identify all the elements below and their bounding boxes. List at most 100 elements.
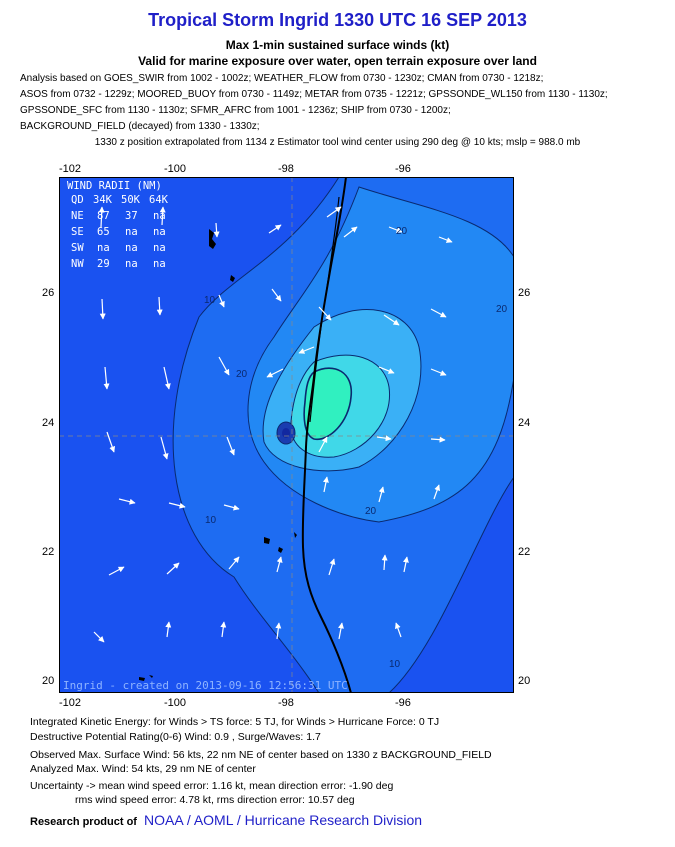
lake-shape <box>294 532 297 538</box>
wind-arrow <box>218 356 230 376</box>
wind-arrow <box>218 294 225 308</box>
lon-label-top: -96 <box>395 163 411 175</box>
wind-radii-col: 64K <box>149 194 169 206</box>
lat-label-left: 22 <box>42 546 55 558</box>
wind-arrow <box>163 366 171 390</box>
wind-arrow <box>430 368 447 376</box>
wind-arrow <box>220 621 227 638</box>
wind-arrow <box>165 621 172 638</box>
contour-label: 10 <box>389 659 401 670</box>
wind-radii-cell: na <box>125 242 138 254</box>
analysis-sources: Analysis based on GOES_SWIR from 1002 - … <box>20 71 670 135</box>
wind-arrow <box>266 368 284 378</box>
wind-arrow <box>103 366 110 390</box>
ike-line: Integrated Kinetic Energy: for Winds > T… <box>30 716 440 728</box>
wind-arrow <box>168 502 186 509</box>
wind-radii-cell: na <box>125 226 138 238</box>
analysis-line: BACKGROUND_FIELD (decayed) from 1330 - 1… <box>20 121 260 132</box>
map-subtitle-validity: Valid for marine exposure over water, op… <box>138 54 537 68</box>
lat-label-right: 24 <box>518 417 531 429</box>
wind-arrow <box>430 308 447 318</box>
wind-radii-cell: SE <box>71 226 84 238</box>
wind-radii-cell: na <box>153 226 166 238</box>
wind-radii-table: WIND RADII (NM) QD 34K 50K 64K NE 87 37 … <box>67 180 169 270</box>
wind-arrow <box>298 346 315 354</box>
wind-arrow <box>106 431 116 453</box>
wind-radii-cell: na <box>125 258 138 270</box>
lon-label-bottom: -102 <box>59 697 82 709</box>
lake-shape <box>149 675 153 678</box>
wind-radii-col: 34K <box>93 194 113 206</box>
wind-arrow <box>322 476 329 493</box>
wind-arrow <box>328 558 336 576</box>
wind-radii-cell: 65 <box>97 226 110 238</box>
map-frame <box>59 177 514 693</box>
wind-arrow <box>118 498 136 505</box>
wind-arrow <box>166 562 180 575</box>
wind-radii-cell: na <box>97 242 110 254</box>
wind-arrow <box>378 366 395 374</box>
lat-label-right: 22 <box>518 546 531 558</box>
barrier-island <box>309 196 340 423</box>
wind-radii-title: WIND RADII (NM) <box>67 180 162 192</box>
wind-arrow <box>276 556 283 573</box>
research-org-link[interactable]: NOAA / AOML / Hurricane Research Divisio… <box>144 812 423 828</box>
wind-arrow <box>271 288 282 302</box>
storm-eye <box>282 428 290 438</box>
lat-label-left: 26 <box>42 287 55 299</box>
wind-radii-cell: NE <box>71 210 84 222</box>
rms-error-line: rms wind speed error: 4.78 kt, rms direc… <box>75 794 355 806</box>
wind-arrow <box>430 436 446 443</box>
wind-arrow <box>159 206 166 226</box>
wind-arrow <box>213 222 220 238</box>
wind-radii-cell: SW <box>71 242 84 254</box>
lon-label-bottom: -98 <box>278 697 294 709</box>
wind-radii-cell: NW <box>71 258 84 270</box>
contour-label: 20 <box>365 506 377 517</box>
wind-field-map: 10 10 20 20 20 10 20 WIND RADII (NM) QD … <box>59 177 514 693</box>
contour-label: 20 <box>496 304 508 315</box>
wind-radii-cell: na <box>153 258 166 270</box>
lon-label-top: -98 <box>278 163 294 175</box>
wind-arrow <box>268 224 282 234</box>
wind-arrow <box>226 436 235 456</box>
lake-shape <box>209 229 216 249</box>
lon-label-top: -100 <box>164 163 187 175</box>
wind-arrow <box>383 314 400 326</box>
lat-label-right: 20 <box>518 675 531 687</box>
wind-radii-col: QD <box>71 194 84 206</box>
research-credit: Research product of NOAA / AOML / Hurric… <box>30 812 422 828</box>
wind-arrow <box>326 206 342 218</box>
wind-arrow <box>108 566 125 576</box>
lake-shape <box>230 275 235 282</box>
lat-label-left: 20 <box>42 675 55 687</box>
wind-arrow <box>318 436 328 453</box>
wind-arrow <box>160 436 169 460</box>
wind-radii-cell: 87 <box>97 210 110 222</box>
wind-arrow <box>343 226 358 238</box>
wind-arrow <box>338 622 344 640</box>
lat-label-left: 24 <box>42 417 55 429</box>
observed-max-wind-line: Observed Max. Surface Wind: 56 kts, 22 n… <box>30 749 492 761</box>
wind-arrow <box>223 504 240 511</box>
map-title: Tropical Storm Ingrid 1330 UTC 16 SEP 20… <box>148 10 527 30</box>
wind-radii-cell: na <box>153 210 166 222</box>
lat-label-right: 26 <box>518 287 531 299</box>
wind-arrow <box>228 556 240 570</box>
lon-label-bottom: -96 <box>395 697 411 709</box>
lake-shape <box>278 547 283 553</box>
analyzed-max-wind-line: Analyzed Max. Wind: 54 kts, 29 nm NE of … <box>30 763 256 775</box>
contour-label: 20 <box>236 369 248 380</box>
wind-arrow <box>394 622 402 638</box>
destructive-potential-line: Destructive Potential Rating(0-6) Wind: … <box>30 731 321 743</box>
wind-arrow <box>438 236 453 243</box>
wind-arrow <box>93 631 105 643</box>
wind-arrow <box>402 556 409 573</box>
contour-label: 10 <box>205 515 217 526</box>
extrapolation-note: 1330 z position extrapolated from 1134 z… <box>94 137 581 148</box>
lon-label-bottom: -100 <box>164 697 187 709</box>
wind-arrow <box>99 298 106 320</box>
lake-shape <box>264 537 270 544</box>
wind-arrow <box>275 622 282 640</box>
wind-arrow <box>378 486 385 503</box>
